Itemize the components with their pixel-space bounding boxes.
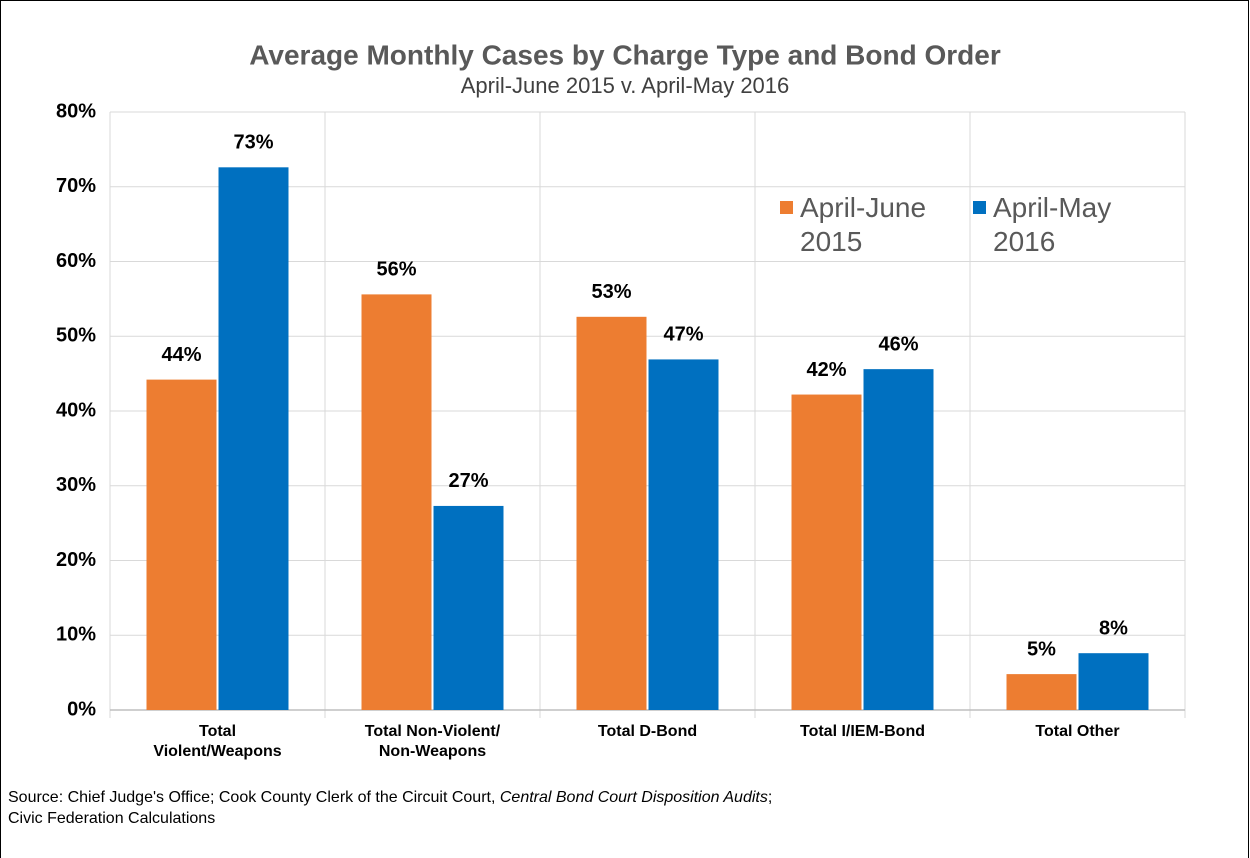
bar — [218, 167, 289, 710]
x-tick-label: Total Non-Violent/Non-Weapons — [365, 723, 501, 760]
bar — [1078, 653, 1149, 710]
legend-swatch — [973, 201, 986, 214]
x-tick-label: Total Other — [1035, 723, 1119, 740]
value-label: 8% — [1099, 617, 1128, 639]
y-tick-label: 40% — [56, 399, 96, 421]
y-tick-label: 0% — [67, 698, 96, 720]
legend-label: April-May 2016 — [993, 192, 1111, 257]
note-text: Source: Chief Judge's Office; Cook Count… — [8, 789, 500, 806]
bar — [361, 294, 432, 710]
y-tick-label: 10% — [56, 624, 96, 646]
chart-subtitle: April-June 2015 v. April-May 2016 — [461, 73, 790, 98]
note-text: ; — [768, 789, 772, 806]
value-label: 47% — [663, 324, 703, 346]
bar — [791, 394, 862, 710]
value-label: 5% — [1027, 638, 1056, 660]
source-note: Civic Federation Calculations — [8, 810, 215, 827]
value-label: 53% — [591, 281, 631, 303]
legend-label: April-June 2015 — [800, 192, 926, 257]
value-label: 27% — [448, 470, 488, 492]
x-tick-label: Total I/IEM-Bond — [800, 723, 925, 740]
y-tick-label: 20% — [56, 549, 96, 571]
bar — [576, 316, 647, 710]
value-label: 42% — [806, 359, 846, 381]
bar — [863, 369, 934, 710]
note-italic: Central Bond Court Disposition Audits — [500, 789, 768, 806]
legend-swatch — [780, 201, 793, 214]
bar — [146, 379, 217, 710]
bar — [648, 359, 719, 710]
y-tick-label: 70% — [56, 175, 96, 197]
bar — [1006, 674, 1077, 710]
chart-title: Average Monthly Cases by Charge Type and… — [249, 39, 1001, 70]
bar — [433, 505, 504, 710]
value-label: 44% — [161, 344, 201, 366]
x-tick-label: Total Violent/Weapons — [153, 723, 281, 760]
value-label: 46% — [878, 333, 918, 355]
y-tick-label: 60% — [56, 250, 96, 272]
y-tick-label: 50% — [56, 325, 96, 347]
y-tick-label: 30% — [56, 474, 96, 496]
x-tick-label: Total D-Bond — [598, 723, 697, 740]
value-label: 73% — [233, 132, 273, 154]
y-tick-label: 80% — [56, 100, 96, 122]
value-label: 56% — [376, 259, 416, 281]
source-note: Source: Chief Judge's Office; Cook Count… — [8, 789, 772, 806]
